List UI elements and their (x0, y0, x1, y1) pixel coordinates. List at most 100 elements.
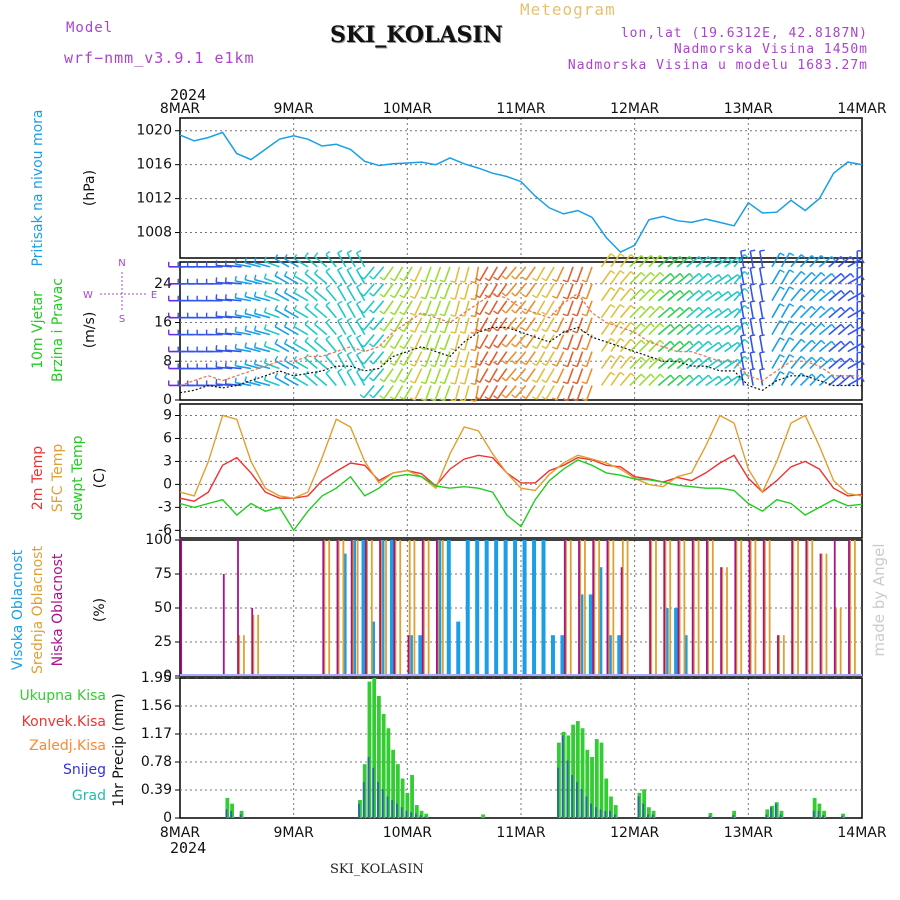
precip-snow-bar (642, 803, 645, 818)
wind-barb-flag (800, 372, 806, 377)
wind-barb-flag (470, 281, 476, 284)
wind-barb-flag (861, 360, 865, 366)
wind-barb (443, 351, 451, 367)
wind-barb (383, 368, 394, 383)
wind-barb (566, 283, 574, 300)
wind-barb-flag (274, 305, 279, 311)
wind-barb-flag (811, 322, 816, 328)
wind-barb (740, 250, 745, 267)
precip-total-bar (765, 809, 770, 818)
wind-barb (610, 270, 621, 285)
wind-barb-flag (572, 381, 578, 385)
precip-snow-bar (613, 814, 616, 818)
wind-barb (216, 264, 233, 268)
wind-barb-flag (831, 323, 836, 329)
wind-barb (244, 329, 261, 336)
wind-barb (293, 258, 309, 268)
wind-barb (600, 270, 612, 285)
wind-barb (695, 306, 710, 319)
wind-barb-flag (439, 381, 445, 385)
precip-snow-bar (841, 815, 844, 818)
wind-barb-flag (484, 294, 490, 299)
wind-barb-flag (337, 266, 343, 271)
precip-total-bar (599, 742, 604, 818)
wind-barb-flag (759, 317, 765, 320)
x-tick-top-14MAR: 14MAR (837, 101, 886, 117)
precip-snow-bar (239, 814, 242, 818)
wind-barb-flag (274, 338, 279, 344)
wind-barb (667, 306, 681, 319)
wind-barb (514, 384, 527, 399)
wind-barb (474, 351, 480, 368)
wind-barb-flag (850, 306, 855, 312)
wind-barb (304, 289, 318, 302)
wind-barb (244, 346, 261, 353)
wind-barb (434, 317, 442, 333)
wind-barb (284, 275, 299, 285)
wind-barb (610, 304, 621, 319)
wind-barb (714, 290, 729, 302)
wind-barb-flag (337, 249, 343, 254)
wind-barb-flag (552, 380, 558, 384)
wind-barb (424, 385, 432, 401)
wind-barb (264, 362, 280, 370)
wind-barb-flag (337, 300, 343, 305)
wind-barb (434, 283, 442, 300)
wind-barb-flag (532, 277, 538, 282)
wind-barb (293, 308, 309, 319)
wind-barb (274, 258, 290, 268)
high-cloud-bar (683, 635, 688, 676)
wind-barb-flag (399, 362, 405, 367)
wind-barb (733, 338, 746, 353)
panel-frame-2 (179, 403, 863, 539)
wind-barb (828, 357, 842, 370)
wind-barb-flag (811, 271, 816, 277)
wind-barb (585, 368, 593, 384)
wind-barb-flag (789, 337, 795, 341)
wind-barb (264, 260, 280, 268)
wind-barb-flag (346, 351, 352, 356)
wind-barb (496, 283, 508, 298)
wind-barb-flag (450, 280, 456, 283)
wind-unit-label: (m/s) (82, 312, 98, 349)
wind-barb-flag (610, 337, 616, 342)
wind-barb-flag (399, 311, 405, 316)
wind-barb (463, 300, 470, 317)
wind-barb-flag (619, 270, 625, 275)
wind-barb (648, 271, 661, 285)
wind-barb-flag (263, 256, 267, 262)
wind-barb-flag (532, 396, 538, 400)
wind-barb (799, 254, 813, 268)
wind-barb-flag (740, 266, 746, 269)
footer-station: SKI_KOLASIN (330, 862, 424, 877)
wind-barb-flag (572, 364, 578, 368)
wind-barb-flag (610, 304, 616, 309)
wind-barb (576, 266, 584, 283)
wind-barb (488, 300, 499, 315)
wind-barb (667, 272, 681, 285)
wind-barb-flag (789, 252, 795, 257)
wind-barb-flag (689, 290, 694, 295)
wind-barb (600, 371, 612, 386)
precip-total-bar (594, 739, 599, 818)
wind-barb-flag (521, 310, 527, 315)
wind-barb-flag (325, 284, 331, 290)
precip-total-bar (575, 721, 580, 818)
wind-barb (705, 375, 720, 387)
wind-barb (225, 349, 242, 353)
wind-barb-flag (511, 393, 516, 399)
wind-barb-flag (470, 297, 476, 301)
wind-barb (443, 266, 451, 283)
wind-barb-flag (811, 255, 816, 260)
wind-barb (216, 366, 233, 370)
high-cloud-bar (503, 540, 508, 676)
wind-barb (771, 269, 781, 285)
wind-barb (372, 300, 385, 314)
wind-barb-flag (314, 286, 319, 291)
wind-barb-flag (325, 335, 331, 340)
precip-snow-bar (566, 760, 569, 818)
wind-barb (346, 286, 356, 302)
wind-barb-flag (356, 249, 362, 254)
wind-barb-flag (707, 323, 713, 329)
wind-barb-flag (740, 351, 746, 354)
